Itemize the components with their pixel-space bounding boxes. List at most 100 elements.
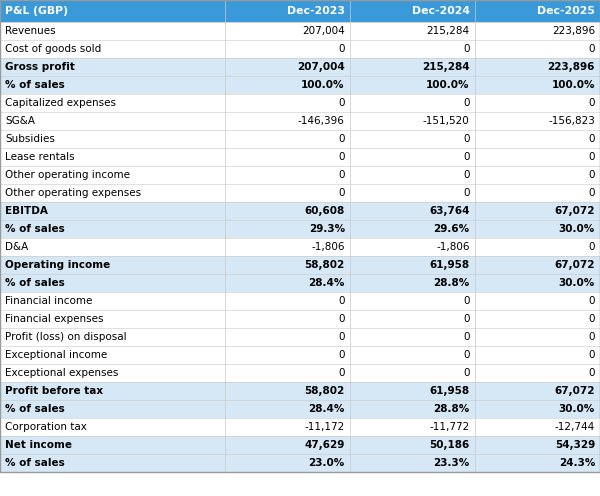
Bar <box>0 22 225 40</box>
Text: 0: 0 <box>463 152 470 162</box>
Text: 29.6%: 29.6% <box>433 224 470 234</box>
Text: 0: 0 <box>463 350 470 360</box>
Text: 30.0%: 30.0% <box>559 224 595 234</box>
Text: Gross profit: Gross profit <box>5 62 75 72</box>
Bar <box>0 94 225 112</box>
Bar <box>0 0 225 22</box>
Text: 24.3%: 24.3% <box>559 458 595 468</box>
Bar <box>0 400 225 418</box>
Text: Operating income: Operating income <box>5 260 110 270</box>
Text: -1,806: -1,806 <box>436 242 470 252</box>
Bar <box>225 454 350 472</box>
Text: 0: 0 <box>589 152 595 162</box>
Bar <box>350 256 475 274</box>
Text: 0: 0 <box>463 98 470 108</box>
Bar <box>475 364 600 382</box>
Bar <box>475 112 600 130</box>
Text: 0: 0 <box>589 188 595 198</box>
Text: 0: 0 <box>463 188 470 198</box>
Text: Revenues: Revenues <box>5 26 56 36</box>
Bar <box>225 364 350 382</box>
Bar <box>350 292 475 310</box>
Text: 0: 0 <box>338 188 345 198</box>
Bar <box>225 310 350 328</box>
Bar <box>0 148 225 166</box>
Bar <box>225 418 350 436</box>
Bar <box>0 220 225 238</box>
Bar <box>0 454 225 472</box>
Text: Exceptional expenses: Exceptional expenses <box>5 368 118 378</box>
Text: Exceptional income: Exceptional income <box>5 350 107 360</box>
Text: 0: 0 <box>589 368 595 378</box>
Text: 0: 0 <box>338 44 345 54</box>
Bar <box>225 238 350 256</box>
Text: 28.4%: 28.4% <box>308 278 345 288</box>
Text: 207,004: 207,004 <box>302 26 345 36</box>
Bar <box>475 76 600 94</box>
Bar <box>225 256 350 274</box>
Bar <box>0 346 225 364</box>
Bar <box>475 94 600 112</box>
Bar <box>350 310 475 328</box>
Text: % of sales: % of sales <box>5 278 65 288</box>
Bar <box>225 292 350 310</box>
Text: Financial income: Financial income <box>5 296 92 306</box>
Bar <box>475 454 600 472</box>
Text: 23.3%: 23.3% <box>433 458 470 468</box>
Text: 0: 0 <box>463 134 470 144</box>
Bar <box>225 328 350 346</box>
Text: Profit before tax: Profit before tax <box>5 386 103 396</box>
Bar <box>0 328 225 346</box>
Text: 54,329: 54,329 <box>555 440 595 450</box>
Bar <box>475 256 600 274</box>
Text: 30.0%: 30.0% <box>559 278 595 288</box>
Bar <box>475 418 600 436</box>
Text: Other operating income: Other operating income <box>5 170 130 180</box>
Bar <box>225 166 350 184</box>
Text: -11,172: -11,172 <box>305 422 345 432</box>
Text: 47,629: 47,629 <box>304 440 345 450</box>
Text: 23.0%: 23.0% <box>308 458 345 468</box>
Text: -1,806: -1,806 <box>311 242 345 252</box>
Text: Profit (loss) on disposal: Profit (loss) on disposal <box>5 332 127 342</box>
Text: 0: 0 <box>463 170 470 180</box>
Bar <box>0 112 225 130</box>
Text: 0: 0 <box>589 134 595 144</box>
Bar <box>475 0 600 22</box>
Text: 67,072: 67,072 <box>554 260 595 270</box>
Text: 0: 0 <box>338 152 345 162</box>
Text: -146,396: -146,396 <box>298 116 345 126</box>
Text: Dec-2023: Dec-2023 <box>287 6 345 16</box>
Bar <box>350 148 475 166</box>
Text: 100.0%: 100.0% <box>551 80 595 90</box>
Text: 0: 0 <box>589 350 595 360</box>
Bar <box>475 436 600 454</box>
Text: 28.4%: 28.4% <box>308 404 345 414</box>
Bar <box>350 94 475 112</box>
Bar <box>350 22 475 40</box>
Text: 100.0%: 100.0% <box>426 80 470 90</box>
Bar <box>350 0 475 22</box>
Bar <box>225 220 350 238</box>
Text: 0: 0 <box>338 170 345 180</box>
Text: -11,772: -11,772 <box>430 422 470 432</box>
Text: % of sales: % of sales <box>5 224 65 234</box>
Text: 0: 0 <box>589 296 595 306</box>
Bar <box>225 112 350 130</box>
Text: Capitalized expenses: Capitalized expenses <box>5 98 116 108</box>
Text: Lease rentals: Lease rentals <box>5 152 74 162</box>
Text: Corporation tax: Corporation tax <box>5 422 87 432</box>
Bar <box>475 22 600 40</box>
Bar <box>475 274 600 292</box>
Bar <box>225 130 350 148</box>
Bar <box>225 436 350 454</box>
Text: 29.3%: 29.3% <box>308 224 345 234</box>
Text: D&A: D&A <box>5 242 28 252</box>
Text: 67,072: 67,072 <box>554 206 595 216</box>
Bar <box>475 130 600 148</box>
Text: Financial expenses: Financial expenses <box>5 314 104 324</box>
Bar <box>350 112 475 130</box>
Text: Dec-2024: Dec-2024 <box>412 6 470 16</box>
Text: 223,896: 223,896 <box>552 26 595 36</box>
Text: 0: 0 <box>589 44 595 54</box>
